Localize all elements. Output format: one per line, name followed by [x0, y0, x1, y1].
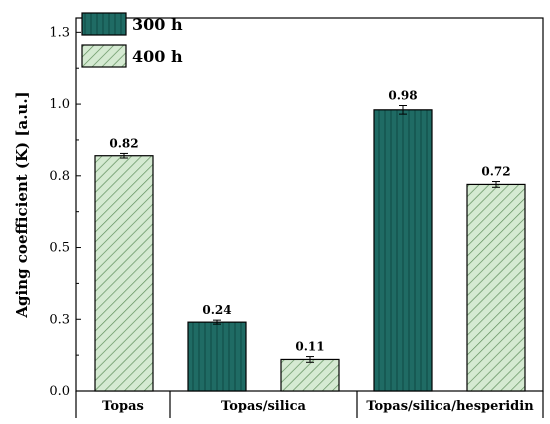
- data-label: 0.72: [481, 165, 510, 179]
- category-label: Topas: [102, 399, 144, 414]
- y-tick-label: 0.5: [49, 241, 70, 256]
- legend-swatch: [81, 12, 127, 36]
- bar: [466, 183, 526, 392]
- data-label: 0.82: [109, 136, 138, 150]
- bar: [187, 321, 247, 392]
- bar: [94, 155, 154, 392]
- data-label: 0.11: [295, 340, 324, 354]
- data-label: 0.24: [202, 303, 231, 317]
- legend-swatch: [81, 44, 127, 68]
- y-tick-label: 0.3: [49, 312, 70, 327]
- y-axis-title: Aging coefficient (K) [a.u.]: [13, 91, 31, 318]
- y-tick-label: 1.0: [49, 97, 70, 112]
- category-label: Topas/silica/hesperidin: [366, 399, 534, 414]
- y-tick-label: 0.0: [49, 384, 70, 399]
- y-tick-label: 1.3: [49, 25, 70, 40]
- bar: [280, 358, 340, 392]
- category-label: Topas/silica: [221, 399, 306, 414]
- bar: [373, 109, 433, 392]
- legend-label: 400 h: [132, 47, 183, 66]
- data-label: 0.98: [388, 89, 417, 103]
- y-tick-label: 0.8: [49, 169, 70, 184]
- legend-label: 300 h: [132, 15, 183, 34]
